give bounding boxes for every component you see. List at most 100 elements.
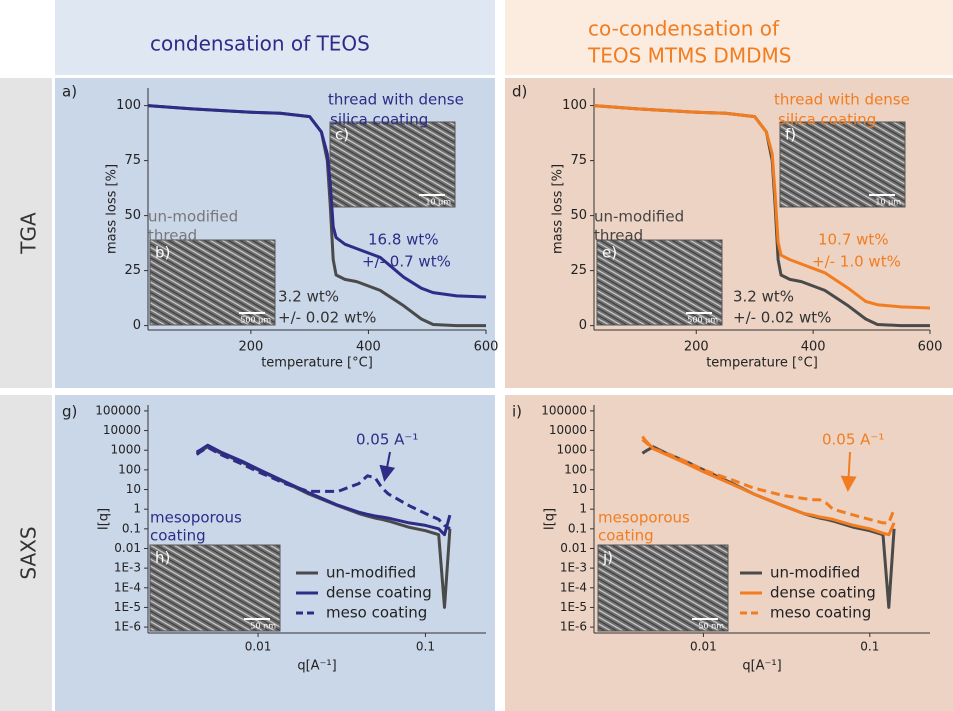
scale-label: 500 µm xyxy=(240,316,271,325)
y-tick-label: 1 xyxy=(579,502,587,516)
annotation: 16.8 wt% xyxy=(368,231,439,249)
annotation: 3.2 wt% xyxy=(733,288,794,306)
panel-letter: g) xyxy=(62,403,77,421)
x-tick-label: 0.1 xyxy=(860,640,879,654)
y-tick-label: 0.01 xyxy=(560,541,587,555)
annotation: coating xyxy=(598,527,654,545)
scale-label: 10 µm xyxy=(875,198,901,207)
y-tick-label: 100 xyxy=(564,462,587,476)
x-tick-label: 0.01 xyxy=(690,640,717,654)
y-tick-label: 1E-5 xyxy=(114,600,141,614)
y-tick-label: 25 xyxy=(124,263,141,278)
x-axis-label: temperature [°C] xyxy=(706,356,818,371)
y-tick-label: 1E-3 xyxy=(560,561,587,575)
row-title: TGA xyxy=(17,212,41,255)
x-tick-label: 400 xyxy=(356,340,381,355)
annotation: +/- 1.0 wt% xyxy=(812,253,901,271)
scale-label: 50 nm xyxy=(698,622,724,631)
scale-label: 10 µm xyxy=(425,198,451,207)
legend-label: dense coating xyxy=(326,584,432,602)
x-axis-label: q[A⁻¹] xyxy=(742,659,781,674)
y-tick-label: 1E-4 xyxy=(114,580,141,594)
y-tick-label: 100000 xyxy=(541,403,587,417)
y-tick-label: 1E-4 xyxy=(560,580,587,594)
annotation: silica coating xyxy=(778,111,876,129)
y-tick-label: 1E-6 xyxy=(560,620,587,634)
column-title: co-condensation of xyxy=(588,17,780,41)
x-tick-label: 200 xyxy=(684,340,709,355)
figure: condensation of TEOS co-condensation of … xyxy=(0,0,953,711)
inset-label: h) xyxy=(155,549,170,567)
scale-label: 50 nm xyxy=(250,622,276,631)
x-axis-label: q[A⁻¹] xyxy=(297,659,336,674)
column-title: condensation of TEOS xyxy=(150,32,370,56)
column-title: TEOS MTMS DMDMS xyxy=(587,44,791,68)
y-tick-label: 0 xyxy=(133,318,141,333)
annotation: mesoporous xyxy=(598,509,690,527)
annotation: thread xyxy=(594,227,643,245)
y-tick-label: 1E-6 xyxy=(114,620,141,634)
x-tick-label: 0.1 xyxy=(416,640,435,654)
annotation: +/- 0.7 wt% xyxy=(362,253,451,271)
legend-label: dense coating xyxy=(770,584,876,602)
x-axis-label: temperature [°C] xyxy=(261,356,373,371)
y-tick-label: 25 xyxy=(570,263,587,278)
y-axis-label: mass loss [%] xyxy=(105,164,120,254)
annotation: 0.05 A⁻¹ xyxy=(356,431,418,449)
y-tick-label: 1000 xyxy=(110,443,141,457)
y-axis-label: I[q] xyxy=(97,508,112,530)
y-tick-label: 75 xyxy=(124,153,141,168)
annotation: 3.2 wt% xyxy=(278,288,339,306)
y-tick-label: 1E-5 xyxy=(560,600,587,614)
y-tick-label: 10000 xyxy=(103,423,141,437)
y-tick-label: 10 xyxy=(126,482,141,496)
x-tick-label: 600 xyxy=(918,340,943,355)
y-tick-label: 10000 xyxy=(549,423,587,437)
x-tick-label: 200 xyxy=(238,340,263,355)
y-axis-label: I[q] xyxy=(543,508,558,530)
panel-letter: d) xyxy=(512,83,527,101)
panel-letter: i) xyxy=(512,403,522,421)
y-tick-label: 1 xyxy=(133,502,141,516)
annotation: un-modified xyxy=(594,208,684,226)
annotation: thread with dense xyxy=(328,91,464,109)
inset-label: j) xyxy=(602,549,613,567)
y-tick-label: 1E-3 xyxy=(114,561,141,575)
legend-label: meso coating xyxy=(326,604,427,622)
y-tick-label: 100000 xyxy=(95,403,141,417)
y-tick-label: 0.1 xyxy=(568,521,587,535)
annotation: 0.05 A⁻¹ xyxy=(822,431,884,449)
annotation: +/- 0.02 wt% xyxy=(278,309,376,327)
annotation: un-modified xyxy=(148,208,238,226)
panel-letter: a) xyxy=(62,83,77,101)
y-tick-label: 50 xyxy=(570,208,587,223)
y-tick-label: 100 xyxy=(562,98,587,113)
y-tick-label: 10 xyxy=(572,482,587,496)
y-axis-label: mass loss [%] xyxy=(551,164,566,254)
y-tick-label: 0.1 xyxy=(122,521,141,535)
x-tick-label: 0.01 xyxy=(245,640,272,654)
legend-label: un-modified xyxy=(326,564,416,582)
y-tick-label: 50 xyxy=(124,208,141,223)
annotation: mesoporous xyxy=(150,509,242,527)
y-tick-label: 1000 xyxy=(556,443,587,457)
scale-label: 500 µm xyxy=(687,316,718,325)
x-tick-label: 400 xyxy=(801,340,826,355)
y-tick-label: 100 xyxy=(116,98,141,113)
y-tick-label: 0 xyxy=(579,318,587,333)
annotation: +/- 0.02 wt% xyxy=(733,309,831,327)
y-tick-label: 100 xyxy=(118,462,141,476)
legend-label: un-modified xyxy=(770,564,860,582)
inset-label: b) xyxy=(155,244,170,262)
y-tick-label: 75 xyxy=(570,153,587,168)
annotation: 10.7 wt% xyxy=(818,231,889,249)
x-tick-label: 600 xyxy=(474,340,499,355)
annotation: coating xyxy=(150,527,206,545)
legend-label: meso coating xyxy=(770,604,871,622)
annotation: silica coating xyxy=(330,111,428,129)
y-tick-label: 0.01 xyxy=(114,541,141,555)
inset-label: e) xyxy=(602,244,617,262)
annotation: thread with dense xyxy=(774,91,910,109)
row-title: SAXS xyxy=(17,526,41,579)
annotation: thread xyxy=(148,227,197,245)
